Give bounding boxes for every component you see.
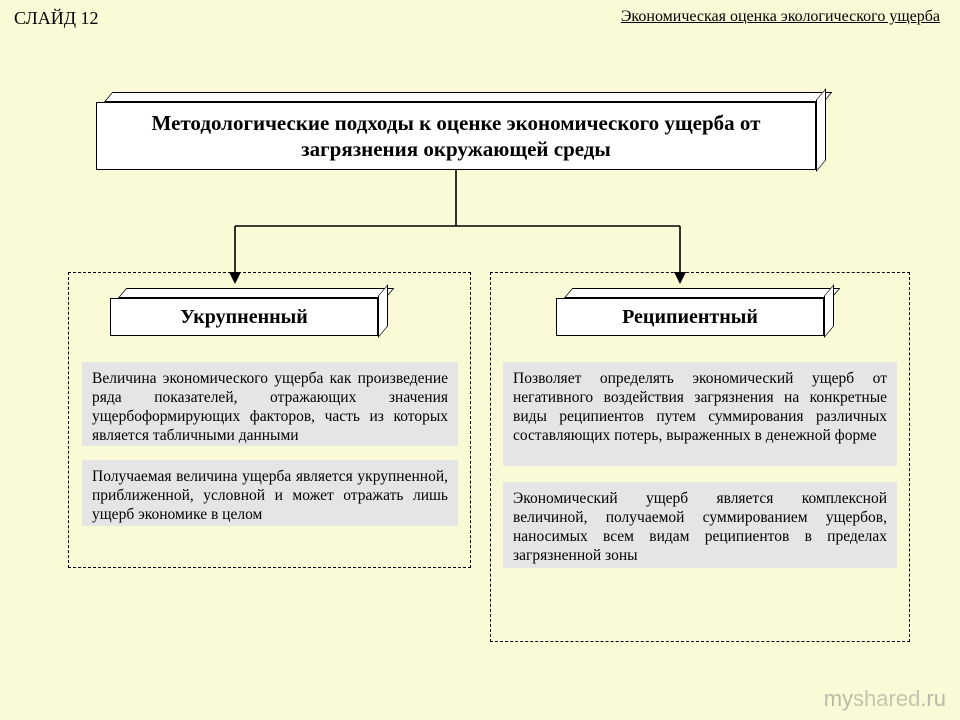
watermark-part-a: my bbox=[824, 686, 853, 711]
watermark: myshared.ru bbox=[824, 686, 946, 712]
title-text: Методологические подходы к оценке эконом… bbox=[96, 102, 816, 170]
heading-box-left-top bbox=[118, 288, 394, 298]
heading-right: Реципиентный bbox=[556, 298, 824, 336]
watermark-part-b: shared bbox=[853, 686, 920, 711]
note-left-1: Величина экономического ущерба как произ… bbox=[82, 362, 458, 446]
note-right-2: Экономический ущерб является комплексной… bbox=[503, 482, 897, 568]
watermark-part-c: .ru bbox=[920, 686, 946, 711]
slide-number-label: СЛАЙД 12 bbox=[14, 8, 99, 29]
title-box-side bbox=[816, 88, 826, 172]
note-right-1: Позволяет определять экономический ущерб… bbox=[503, 362, 897, 466]
heading-box-right: Реципиентный bbox=[556, 288, 824, 336]
heading-left: Укрупненный bbox=[110, 298, 378, 336]
page-subject-header: Экономическая оценка экологического ущер… bbox=[621, 8, 940, 26]
note-left-2: Получаемая величина ущерба является укру… bbox=[82, 460, 458, 526]
title-box-top bbox=[104, 92, 832, 102]
title-box: Методологические подходы к оценке эконом… bbox=[96, 92, 816, 170]
heading-box-right-top bbox=[564, 288, 840, 298]
heading-box-left: Укрупненный bbox=[110, 288, 378, 336]
